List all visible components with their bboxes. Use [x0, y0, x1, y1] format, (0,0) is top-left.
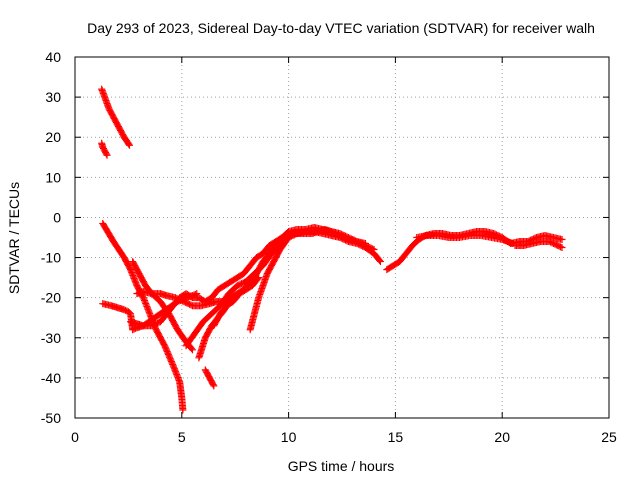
y-tick-label: -50 — [41, 410, 61, 426]
data-point — [558, 244, 566, 252]
data-point-fill — [188, 345, 196, 353]
data-point — [558, 236, 566, 244]
y-tick-label: 30 — [45, 89, 61, 105]
x-tick-label: 25 — [601, 429, 617, 445]
data-point — [376, 258, 384, 266]
data-point — [285, 234, 293, 241]
data-point — [210, 382, 218, 390]
data-point-fill — [209, 381, 217, 389]
y-tick-label: -20 — [41, 290, 61, 306]
data-point — [125, 141, 133, 149]
y-tick-label: -30 — [41, 330, 61, 346]
y-tick-label: -40 — [41, 370, 61, 386]
chart-title: Day 293 of 2023, Sidereal Day-to-day VTE… — [87, 20, 595, 36]
x-axis-label: GPS time / hours — [288, 458, 395, 474]
data-point — [255, 274, 263, 282]
axis-ticks: 0 5 10 15 20 25 -50 -40 -30 -20 -10 0 10 20 30 40 — [41, 49, 617, 445]
y-tick-label: -10 — [41, 250, 61, 266]
y-tick-label: 20 — [45, 129, 61, 145]
data-point-fill — [102, 150, 110, 158]
x-tick-label: 0 — [71, 429, 79, 445]
data-point — [103, 151, 111, 159]
plot-frame — [74, 56, 610, 419]
data-point-fill — [557, 243, 565, 251]
y-tick-label: 10 — [45, 169, 61, 185]
x-tick-label: 20 — [494, 429, 510, 445]
data-point-fill — [284, 235, 292, 243]
data-point-fill — [254, 275, 262, 283]
x-tick-label: 5 — [178, 429, 186, 445]
data-point — [179, 406, 187, 414]
y-axis-label: SDTVAR / TECUs — [6, 182, 22, 294]
y-tick-label: 0 — [53, 209, 61, 225]
x-tick-label: 10 — [281, 429, 297, 445]
data-point — [188, 346, 196, 354]
data-point-fill — [125, 140, 133, 148]
data-markers — [98, 85, 566, 414]
x-tick-label: 15 — [388, 429, 404, 445]
y-tick-label: 40 — [45, 49, 61, 65]
data-point-fill — [376, 256, 384, 264]
data-point — [361, 240, 369, 248]
